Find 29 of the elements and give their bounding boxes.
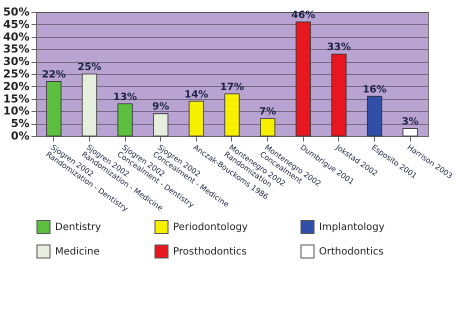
legend-label: Prosthodontics xyxy=(173,246,247,258)
legend-label: Medicine xyxy=(55,246,100,258)
data-label: 25% xyxy=(77,62,102,73)
y-tick-label: 40% xyxy=(3,30,30,44)
data-label: 22% xyxy=(42,69,66,80)
bar xyxy=(402,128,418,136)
data-label: 33% xyxy=(326,42,351,54)
y-tick-label: 35% xyxy=(3,42,30,56)
y-tick-label: 0% xyxy=(10,130,30,142)
y-tick-label: 25% xyxy=(3,68,30,80)
data-label: 14% xyxy=(184,89,208,100)
data-label: 9% xyxy=(152,102,170,113)
data-label: 16% xyxy=(362,84,387,96)
y-tick-label: 30% xyxy=(3,55,30,68)
y-tick-label: 15% xyxy=(3,92,30,106)
y-tick-label: 5% xyxy=(10,117,30,130)
legend-label: Dentistry xyxy=(55,222,102,233)
data-label: 17% xyxy=(220,82,244,93)
data-label: 13% xyxy=(113,92,138,103)
legend-label: Orthodontics xyxy=(319,246,384,258)
y-tick-label: 10% xyxy=(3,104,30,118)
data-label: 46% xyxy=(291,10,316,21)
legend-label: Implantology xyxy=(319,222,385,233)
data-label: 3% xyxy=(402,116,419,128)
legend-label: Periodontology xyxy=(173,222,248,233)
data-label: 7% xyxy=(259,106,276,118)
y-tick-label: 50% xyxy=(3,6,30,18)
y-tick-label: 20% xyxy=(3,80,30,93)
y-tick-label: 45% xyxy=(3,18,30,31)
